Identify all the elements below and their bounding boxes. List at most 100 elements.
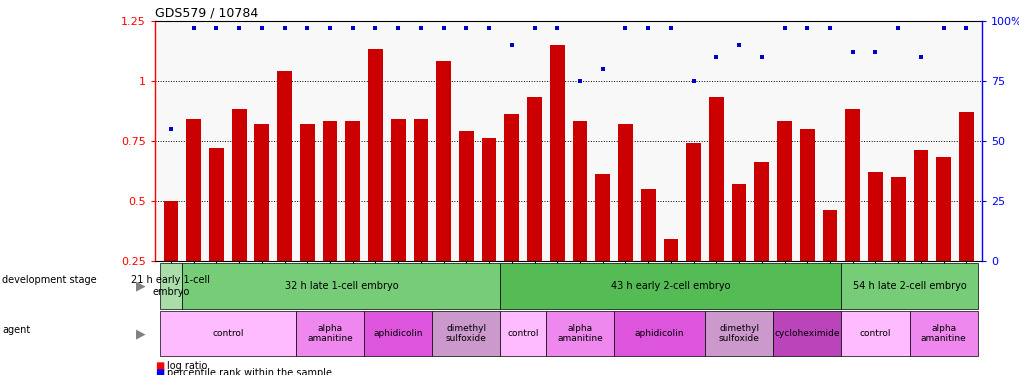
Point bbox=[435, 25, 451, 31]
Point bbox=[662, 25, 679, 31]
Text: GDS579 / 10784: GDS579 / 10784 bbox=[155, 6, 258, 20]
Text: aphidicolin: aphidicolin bbox=[373, 329, 423, 338]
Point bbox=[685, 78, 701, 84]
Text: ■: ■ bbox=[155, 361, 164, 370]
Point bbox=[548, 25, 565, 31]
Text: aphidicolin: aphidicolin bbox=[634, 329, 684, 338]
Text: dimethyl
sulfoxide: dimethyl sulfoxide bbox=[445, 324, 486, 344]
Bar bbox=[754, 162, 768, 261]
Text: 54 h late 2-cell embryo: 54 h late 2-cell embryo bbox=[852, 281, 965, 291]
Point bbox=[526, 25, 542, 31]
Bar bbox=[958, 112, 973, 261]
Point bbox=[866, 49, 882, 55]
Bar bbox=[500, 262, 841, 309]
Bar bbox=[821, 210, 837, 261]
Bar bbox=[209, 148, 223, 261]
Point bbox=[458, 25, 474, 31]
Bar bbox=[459, 131, 473, 261]
Bar bbox=[413, 119, 428, 261]
Point bbox=[503, 42, 520, 48]
Bar bbox=[300, 124, 315, 261]
Text: alpha
amanitine: alpha amanitine bbox=[556, 324, 602, 344]
Text: cycloheximide: cycloheximide bbox=[773, 329, 840, 338]
Point bbox=[367, 25, 383, 31]
Point bbox=[731, 42, 747, 48]
Bar bbox=[909, 311, 977, 356]
Point bbox=[821, 25, 838, 31]
Bar bbox=[845, 110, 859, 261]
Text: control: control bbox=[506, 329, 538, 338]
Point bbox=[481, 25, 497, 31]
Bar bbox=[913, 150, 927, 261]
Bar bbox=[345, 122, 360, 261]
Point bbox=[594, 66, 610, 72]
Point bbox=[890, 25, 906, 31]
Point bbox=[413, 25, 429, 31]
Bar bbox=[867, 172, 882, 261]
Text: log ratio: log ratio bbox=[167, 361, 208, 370]
Bar bbox=[841, 311, 909, 356]
Text: control: control bbox=[212, 329, 244, 338]
Bar bbox=[890, 177, 905, 261]
Bar bbox=[572, 122, 587, 261]
Bar bbox=[159, 311, 296, 356]
Bar bbox=[390, 119, 406, 261]
Text: 32 h late 1-cell embryo: 32 h late 1-cell embryo bbox=[284, 281, 397, 291]
Text: dimethyl
sulfoxide: dimethyl sulfoxide bbox=[718, 324, 759, 344]
Text: ▶: ▶ bbox=[136, 279, 146, 292]
Point bbox=[639, 25, 655, 31]
Bar bbox=[799, 129, 814, 261]
Bar bbox=[254, 124, 269, 261]
Point bbox=[572, 78, 588, 84]
Text: 21 h early 1-cell
embryо: 21 h early 1-cell embryо bbox=[131, 275, 210, 297]
Bar bbox=[163, 201, 178, 261]
Bar bbox=[663, 239, 678, 261]
Bar bbox=[613, 311, 704, 356]
Point bbox=[163, 126, 179, 132]
Point bbox=[322, 25, 338, 31]
Bar bbox=[296, 311, 364, 356]
Text: control: control bbox=[859, 329, 891, 338]
Bar bbox=[277, 71, 291, 261]
Point bbox=[934, 25, 951, 31]
Point bbox=[798, 25, 814, 31]
Text: percentile rank within the sample: percentile rank within the sample bbox=[167, 368, 332, 375]
Bar bbox=[595, 174, 609, 261]
Point bbox=[254, 25, 270, 31]
Point bbox=[276, 25, 292, 31]
Text: ■: ■ bbox=[155, 368, 164, 375]
Bar bbox=[500, 311, 545, 356]
Point bbox=[299, 25, 315, 31]
Bar bbox=[504, 114, 519, 261]
Bar bbox=[436, 62, 450, 261]
Bar bbox=[364, 311, 432, 356]
Bar bbox=[640, 189, 655, 261]
Bar bbox=[432, 311, 500, 356]
Point bbox=[344, 25, 361, 31]
Text: alpha
amanitine: alpha amanitine bbox=[920, 324, 966, 344]
Text: development stage: development stage bbox=[2, 275, 97, 285]
Point bbox=[389, 25, 406, 31]
Bar bbox=[527, 98, 541, 261]
Text: ▶: ▶ bbox=[136, 327, 146, 340]
Point bbox=[844, 49, 860, 55]
Point bbox=[185, 25, 202, 31]
Bar bbox=[731, 184, 746, 261]
Point bbox=[912, 54, 928, 60]
Point bbox=[208, 25, 224, 31]
Bar bbox=[182, 262, 500, 309]
Bar bbox=[186, 119, 201, 261]
Bar bbox=[231, 110, 247, 261]
Bar bbox=[618, 124, 632, 261]
Point bbox=[775, 25, 792, 31]
Bar bbox=[549, 45, 565, 261]
Bar bbox=[772, 311, 841, 356]
Bar bbox=[481, 138, 496, 261]
Bar bbox=[159, 262, 182, 309]
Bar bbox=[368, 50, 382, 261]
Point bbox=[957, 25, 973, 31]
Point bbox=[707, 54, 723, 60]
Bar bbox=[704, 311, 772, 356]
Point bbox=[753, 54, 769, 60]
Bar bbox=[686, 143, 700, 261]
